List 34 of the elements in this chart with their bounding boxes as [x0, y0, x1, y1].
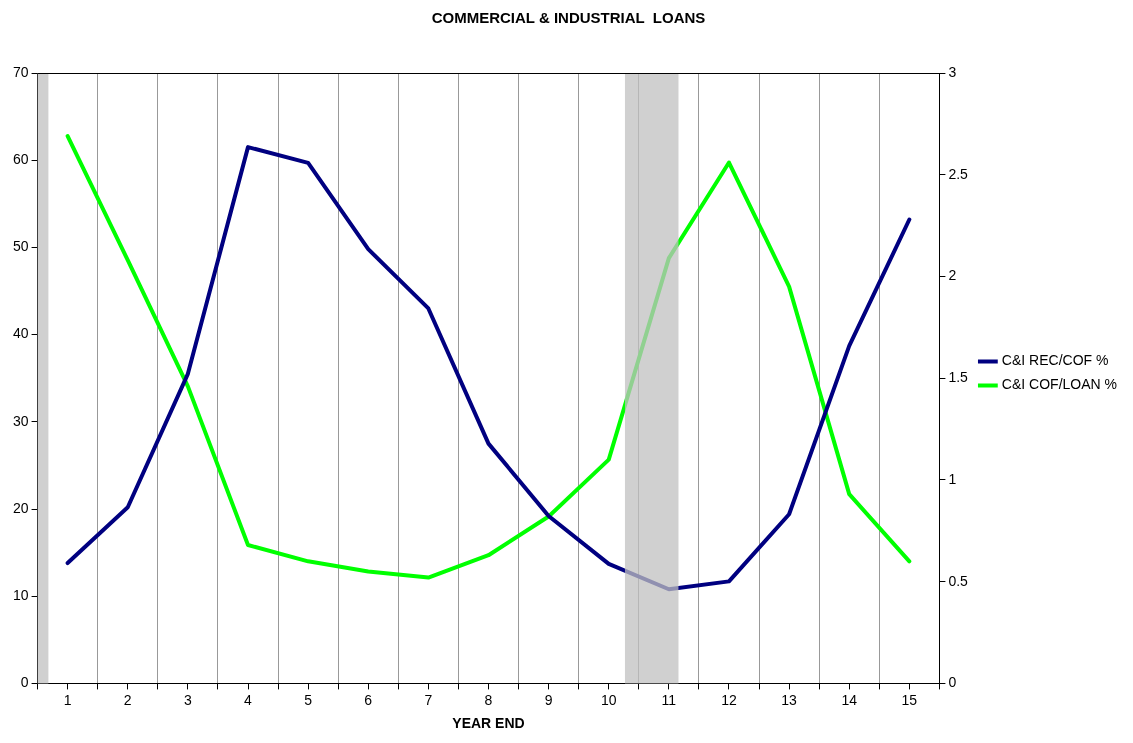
y-tick-label: 40 — [12, 325, 29, 342]
x-tick-label: 7 — [424, 691, 433, 708]
y2-tick-label: 1 — [948, 470, 957, 487]
y-tick-label: 30 — [12, 412, 29, 429]
x-tick-label: 5 — [304, 691, 313, 708]
y2-tick-label: 0 — [948, 674, 957, 691]
y2-tick-label: 1.5 — [948, 369, 969, 386]
x-tick-label: 13 — [781, 691, 798, 708]
y-tick-label: 50 — [12, 238, 29, 255]
chart-title: COMMERCIAL & INDUSTRIAL LOANS — [431, 9, 706, 27]
y-tick-label: 10 — [12, 587, 29, 604]
y-tick-label: 60 — [12, 151, 29, 168]
x-tick-label: 6 — [364, 691, 373, 708]
x-tick-label: 15 — [901, 691, 918, 708]
y-tick-label: 0 — [20, 674, 29, 691]
y-tick-label: 70 — [12, 63, 29, 80]
y2-tick-label: 2.5 — [948, 165, 969, 182]
x-tick-label: 9 — [544, 691, 553, 708]
x-tick-label: 2 — [123, 691, 132, 708]
y-tick-label: 20 — [12, 499, 29, 516]
y2-tick-label: 0.5 — [948, 572, 969, 589]
x-tick-label: 12 — [721, 691, 737, 708]
x-tick-label: 11 — [661, 691, 677, 708]
x-tick-label: 8 — [484, 691, 493, 708]
y2-tick-label: 2 — [948, 267, 957, 284]
x-axis-title: YEAR END — [452, 715, 525, 732]
x-tick-label: 4 — [244, 691, 253, 708]
y2-tick-label: 3 — [948, 63, 957, 80]
legend-label: C&I REC/COF % — [1001, 352, 1109, 369]
x-tick-label: 1 — [63, 691, 72, 708]
x-tick-label: 3 — [183, 691, 192, 708]
x-tick-label: 10 — [600, 691, 617, 708]
legend-label: C&I COF/LOAN % — [1001, 376, 1118, 393]
x-tick-label: 14 — [841, 691, 858, 708]
